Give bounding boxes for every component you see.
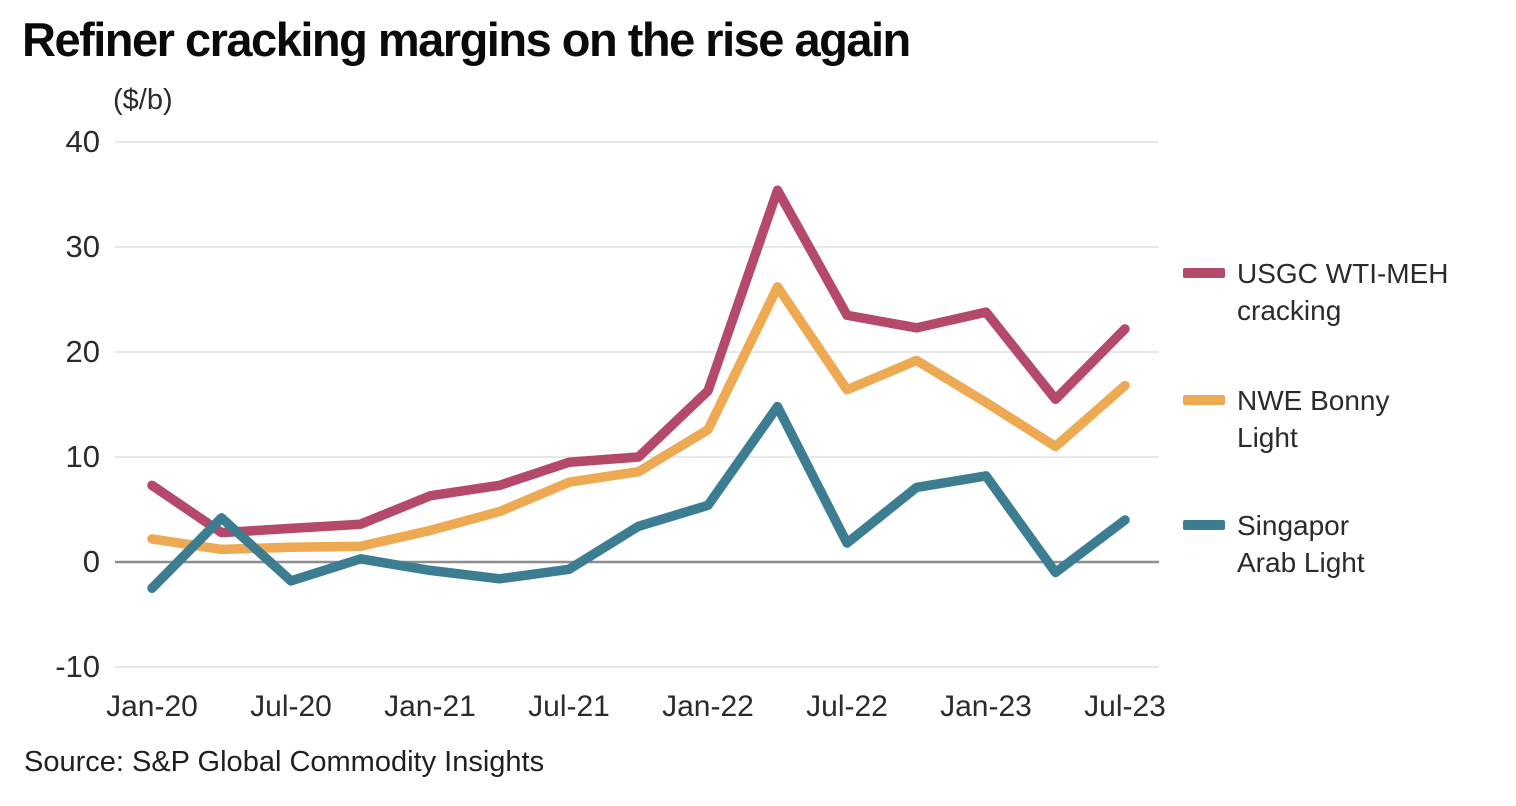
y-tick-label: 0 bbox=[83, 544, 100, 579]
y-tick-label: 20 bbox=[66, 334, 100, 369]
chart-title: Refiner cracking margins on the rise aga… bbox=[22, 13, 911, 66]
y-tick-label: 30 bbox=[66, 229, 100, 264]
legend-label-singapore: Singapor Arab Light bbox=[1237, 510, 1365, 578]
x-tick-label: Jan-22 bbox=[662, 690, 754, 723]
legend-item-nwe: NWE Bonny Light bbox=[1183, 382, 1390, 456]
legend-item-singapore: Singapor Arab Light bbox=[1183, 507, 1365, 581]
y-tick-label: 40 bbox=[66, 124, 100, 159]
x-tick-label: Jan-20 bbox=[106, 690, 198, 723]
y-axis-units-label: ($/b) bbox=[113, 84, 173, 116]
x-tick-label: Jul-23 bbox=[1084, 690, 1166, 723]
x-tick-label: Jul-22 bbox=[806, 690, 888, 723]
legend-label-nwe: NWE Bonny Light bbox=[1237, 385, 1390, 453]
legend-item-usgc: USGC WTI-MEH cracking bbox=[1183, 255, 1449, 329]
series-line-singapore bbox=[147, 401, 1130, 593]
legend-label-usgc: USGC WTI-MEH cracking bbox=[1237, 258, 1449, 326]
x-tick-label: Jan-23 bbox=[940, 690, 1032, 723]
usgc-series-color-marker bbox=[1183, 268, 1225, 278]
series-line-usgc bbox=[147, 185, 1130, 538]
y-tick-label: -10 bbox=[55, 649, 100, 684]
y-tick-label: 10 bbox=[66, 439, 100, 474]
x-tick-label: Jul-21 bbox=[528, 690, 610, 723]
source-attribution: Source: S&P Global Commodity Insights bbox=[24, 746, 545, 778]
nwe-series-color-marker bbox=[1183, 395, 1225, 405]
x-tick-label: Jan-21 bbox=[384, 690, 476, 723]
x-tick-label: Jul-20 bbox=[250, 690, 332, 723]
series-line-nwe bbox=[147, 282, 1130, 555]
singapore-series-color-marker bbox=[1183, 520, 1225, 530]
